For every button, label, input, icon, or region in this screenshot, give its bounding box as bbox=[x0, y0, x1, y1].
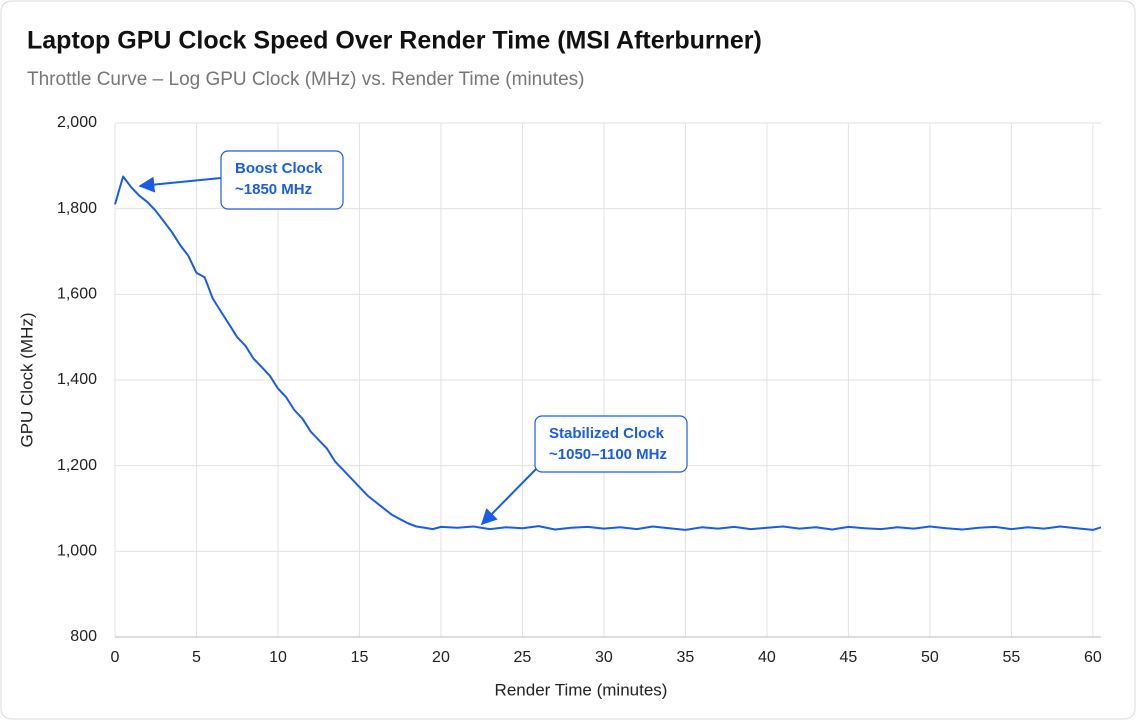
x-axis-label: Render Time (minutes) bbox=[495, 680, 668, 699]
y-tick-label: 1,000 bbox=[57, 543, 97, 560]
x-tick-label: 55 bbox=[1002, 649, 1020, 666]
x-tick-label: 35 bbox=[677, 649, 695, 666]
annotation-text: Boost Clock bbox=[235, 160, 323, 177]
y-tick-label: 800 bbox=[70, 628, 97, 645]
x-tick-label: 10 bbox=[269, 649, 287, 666]
y-axis-label: GPU Clock (MHz) bbox=[17, 312, 36, 447]
x-tick-label: 60 bbox=[1084, 649, 1102, 666]
annotation-text: ~1050–1100 MHz bbox=[549, 446, 667, 463]
chart-subtitle: Throttle Curve – Log GPU Clock (MHz) vs.… bbox=[27, 69, 585, 90]
y-tick-label: 1,400 bbox=[57, 371, 97, 388]
x-tick-label: 20 bbox=[432, 649, 450, 666]
x-tick-label: 45 bbox=[839, 649, 857, 666]
chart-title: Laptop GPU Clock Speed Over Render Time … bbox=[27, 27, 762, 55]
x-tick-label: 25 bbox=[514, 649, 532, 666]
annotation-text: ~1850 MHz bbox=[235, 181, 312, 198]
annotation-text: Stabilized Clock bbox=[549, 425, 665, 442]
y-tick-label: 1,200 bbox=[57, 457, 97, 474]
annotation-box bbox=[220, 150, 344, 210]
x-tick-label: 0 bbox=[111, 649, 120, 666]
x-tick-label: 40 bbox=[758, 649, 776, 666]
y-tick-label: 1,600 bbox=[57, 286, 97, 303]
data-line bbox=[114, 175, 1102, 531]
x-tick-label: 15 bbox=[351, 649, 369, 666]
y-tick-label: 2,000 bbox=[57, 114, 97, 131]
x-tick-label: 50 bbox=[921, 649, 939, 666]
annotation-box bbox=[534, 415, 688, 473]
annotation-arrow bbox=[480, 464, 541, 526]
x-tick-label: 30 bbox=[595, 649, 613, 666]
x-tick-label: 5 bbox=[192, 649, 201, 666]
annotation-arrow bbox=[138, 176, 222, 193]
y-tick-label: 1,800 bbox=[57, 200, 97, 217]
